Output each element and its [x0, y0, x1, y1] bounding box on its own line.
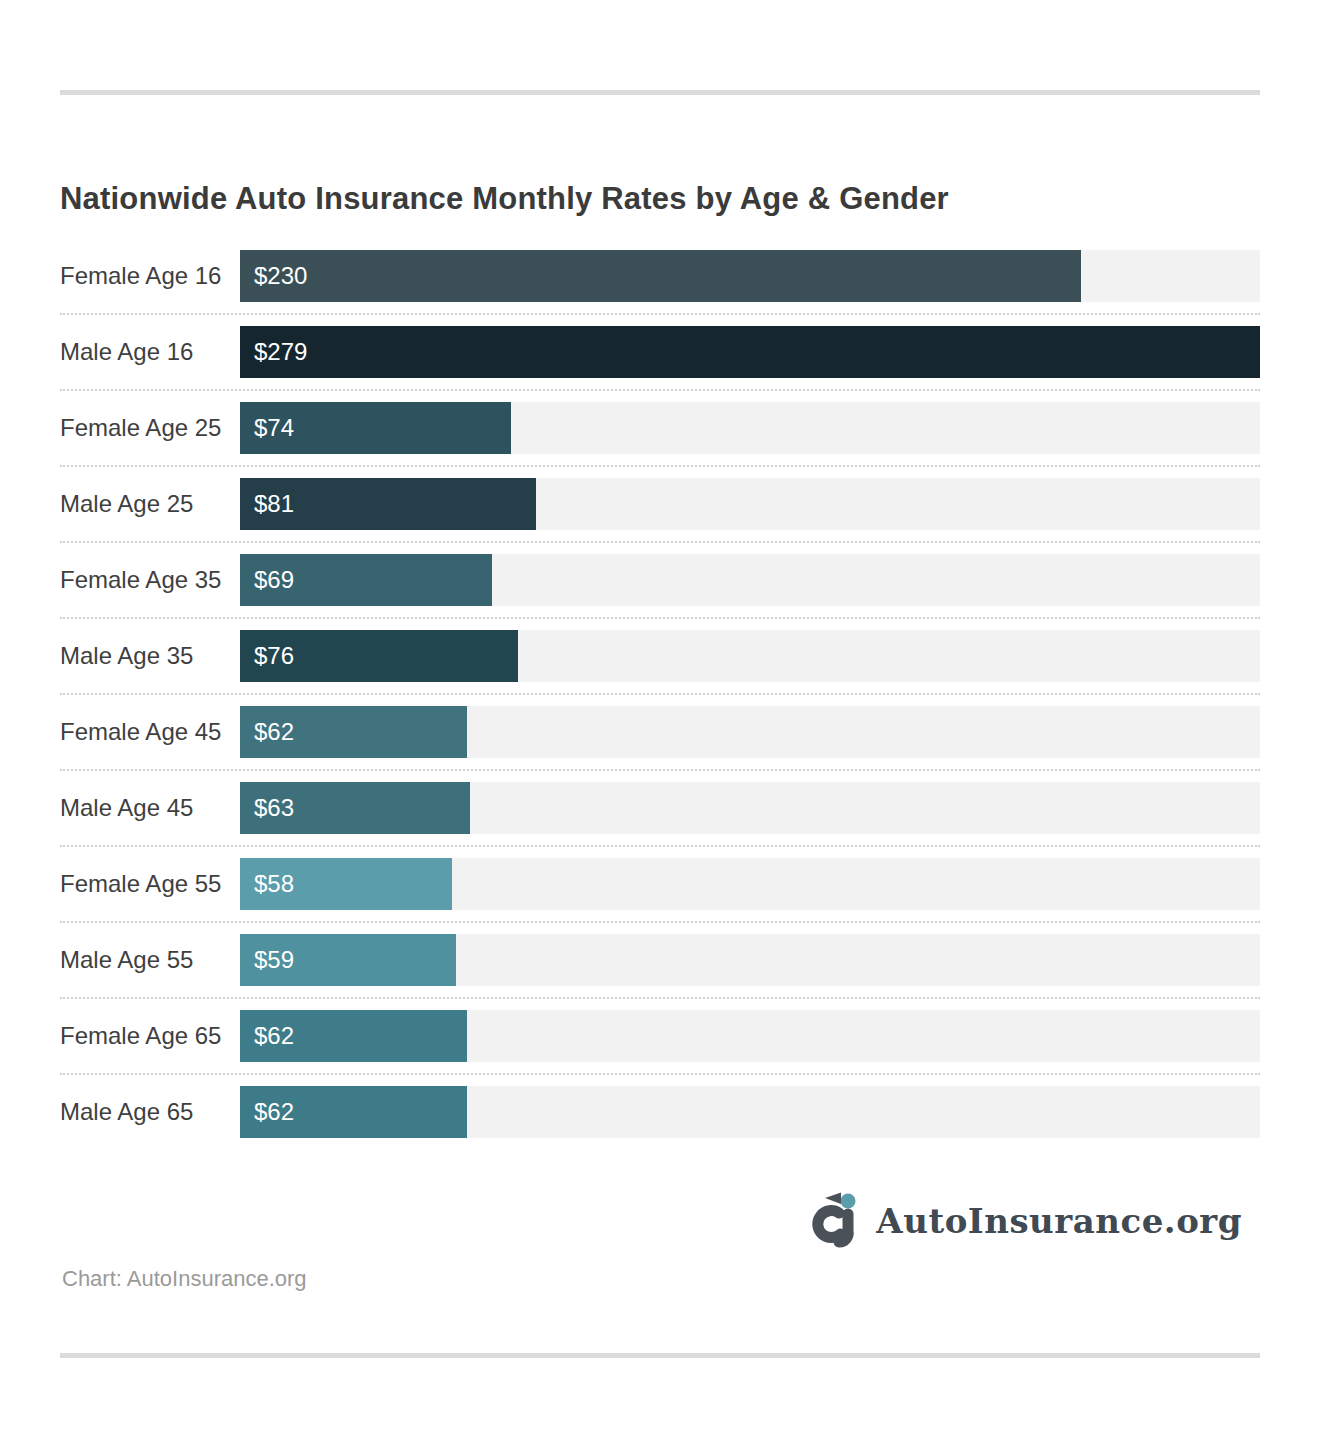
- category-label: Male Age 45: [60, 794, 240, 822]
- bar-value-label: $76: [240, 642, 294, 670]
- bar-track: $62: [240, 706, 1260, 758]
- chart-row: Male Age 55$59: [60, 934, 1260, 986]
- bar-track: $58: [240, 858, 1260, 910]
- autoinsurance-logo-icon: [812, 1190, 864, 1252]
- dotted-separator-line: [60, 845, 1260, 847]
- category-label: Female Age 45: [60, 718, 240, 746]
- source-note: Chart: AutoInsurance.org: [62, 1266, 307, 1292]
- bar-track: $62: [240, 1010, 1260, 1062]
- dotted-separator-line: [60, 769, 1260, 771]
- bar-track: $62: [240, 1086, 1260, 1138]
- bar: $62: [240, 1086, 467, 1138]
- dotted-separator-line: [60, 1073, 1260, 1075]
- bar-value-label: $59: [240, 946, 294, 974]
- chart-row: Female Age 65$62: [60, 1010, 1260, 1062]
- chart-row: Female Age 35$69: [60, 554, 1260, 606]
- row-separator: [60, 454, 1260, 478]
- category-label: Female Age 55: [60, 870, 240, 898]
- category-label: Male Age 35: [60, 642, 240, 670]
- chart-page: Nationwide Auto Insurance Monthly Rates …: [0, 0, 1320, 1440]
- brand-logo: AutoInsurance.org: [812, 1190, 1242, 1252]
- row-separator: [60, 606, 1260, 630]
- dotted-separator-line: [60, 693, 1260, 695]
- bar-track: $74: [240, 402, 1260, 454]
- row-separator: [60, 834, 1260, 858]
- bar: $74: [240, 402, 511, 454]
- chart-row: Female Age 45$62: [60, 706, 1260, 758]
- row-separator: [60, 910, 1260, 934]
- bar-value-label: $69: [240, 566, 294, 594]
- dotted-separator-line: [60, 313, 1260, 315]
- bar-track: $63: [240, 782, 1260, 834]
- bar-value-label: $62: [240, 1098, 294, 1126]
- bar-track: $279: [240, 326, 1260, 378]
- bar-track: $230: [240, 250, 1260, 302]
- chart-row: Female Age 16$230: [60, 250, 1260, 302]
- bar: $62: [240, 706, 467, 758]
- bottom-divider: [60, 1353, 1260, 1358]
- dotted-separator-line: [60, 465, 1260, 467]
- bar-value-label: $74: [240, 414, 294, 442]
- chart-row: Female Age 25$74: [60, 402, 1260, 454]
- top-divider: [60, 90, 1260, 95]
- row-separator: [60, 682, 1260, 706]
- row-separator: [60, 986, 1260, 1010]
- bar: $76: [240, 630, 518, 682]
- row-separator: [60, 1062, 1260, 1086]
- dotted-separator-line: [60, 617, 1260, 619]
- chart-row: Male Age 45$63: [60, 782, 1260, 834]
- chart-title: Nationwide Auto Insurance Monthly Rates …: [60, 179, 1260, 219]
- bar: $63: [240, 782, 470, 834]
- dotted-separator-line: [60, 389, 1260, 391]
- category-label: Female Age 25: [60, 414, 240, 442]
- category-label: Male Age 55: [60, 946, 240, 974]
- bar: $62: [240, 1010, 467, 1062]
- dotted-separator-line: [60, 541, 1260, 543]
- bar-value-label: $81: [240, 490, 294, 518]
- dotted-separator-line: [60, 921, 1260, 923]
- chart-row: Male Age 65$62: [60, 1086, 1260, 1138]
- chart-row: Male Age 16$279: [60, 326, 1260, 378]
- chart-row: Female Age 55$58: [60, 858, 1260, 910]
- dotted-separator-line: [60, 997, 1260, 999]
- bar: $69: [240, 554, 492, 606]
- bar-value-label: $230: [240, 262, 307, 290]
- bar-value-label: $63: [240, 794, 294, 822]
- bar-track: $59: [240, 934, 1260, 986]
- logo-wordmark: AutoInsurance.org: [876, 1201, 1242, 1241]
- bar-track: $81: [240, 478, 1260, 530]
- bar-track: $76: [240, 630, 1260, 682]
- category-label: Male Age 65: [60, 1098, 240, 1126]
- bar-value-label: $279: [240, 338, 307, 366]
- bar: $230: [240, 250, 1081, 302]
- bar-value-label: $62: [240, 1022, 294, 1050]
- category-label: Female Age 65: [60, 1022, 240, 1050]
- chart-row: Male Age 25$81: [60, 478, 1260, 530]
- bar: $81: [240, 478, 536, 530]
- row-separator: [60, 302, 1260, 326]
- bar-chart: Female Age 16$230 Male Age 16$279 Female A…: [60, 250, 1260, 1138]
- bar: $279: [240, 326, 1260, 378]
- category-label: Female Age 35: [60, 566, 240, 594]
- category-label: Male Age 16: [60, 338, 240, 366]
- bar-value-label: $58: [240, 870, 294, 898]
- category-label: Male Age 25: [60, 490, 240, 518]
- row-separator: [60, 530, 1260, 554]
- chart-row: Male Age 35$76: [60, 630, 1260, 682]
- row-separator: [60, 758, 1260, 782]
- bar: $59: [240, 934, 456, 986]
- bar-value-label: $62: [240, 718, 294, 746]
- category-label: Female Age 16: [60, 262, 240, 290]
- row-separator: [60, 378, 1260, 402]
- bar: $58: [240, 858, 452, 910]
- bar-track: $69: [240, 554, 1260, 606]
